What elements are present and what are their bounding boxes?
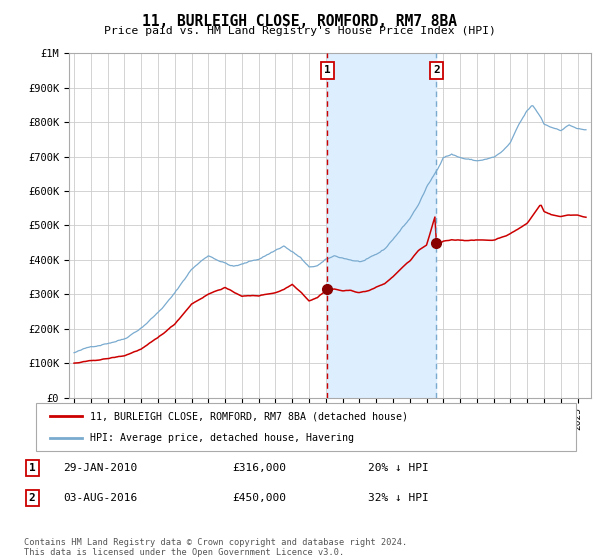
Text: 29-JAN-2010: 29-JAN-2010	[63, 463, 137, 473]
Text: 1: 1	[324, 66, 331, 76]
FancyBboxPatch shape	[36, 403, 576, 451]
Text: £450,000: £450,000	[232, 493, 286, 503]
Text: 20% ↓ HPI: 20% ↓ HPI	[368, 463, 428, 473]
Text: 03-AUG-2016: 03-AUG-2016	[63, 493, 137, 503]
Text: £316,000: £316,000	[232, 463, 286, 473]
Text: Contains HM Land Registry data © Crown copyright and database right 2024.
This d: Contains HM Land Registry data © Crown c…	[24, 538, 407, 557]
Text: 11, BURLEIGH CLOSE, ROMFORD, RM7 8BA: 11, BURLEIGH CLOSE, ROMFORD, RM7 8BA	[143, 14, 458, 29]
Text: 11, BURLEIGH CLOSE, ROMFORD, RM7 8BA (detached house): 11, BURLEIGH CLOSE, ROMFORD, RM7 8BA (de…	[90, 411, 408, 421]
Text: Price paid vs. HM Land Registry's House Price Index (HPI): Price paid vs. HM Land Registry's House …	[104, 26, 496, 36]
Text: 32% ↓ HPI: 32% ↓ HPI	[368, 493, 428, 503]
Text: 2: 2	[29, 493, 35, 503]
Text: 2: 2	[433, 66, 440, 76]
Text: 1: 1	[29, 463, 35, 473]
Bar	[327, 53, 436, 398]
Text: HPI: Average price, detached house, Havering: HPI: Average price, detached house, Have…	[90, 433, 354, 443]
